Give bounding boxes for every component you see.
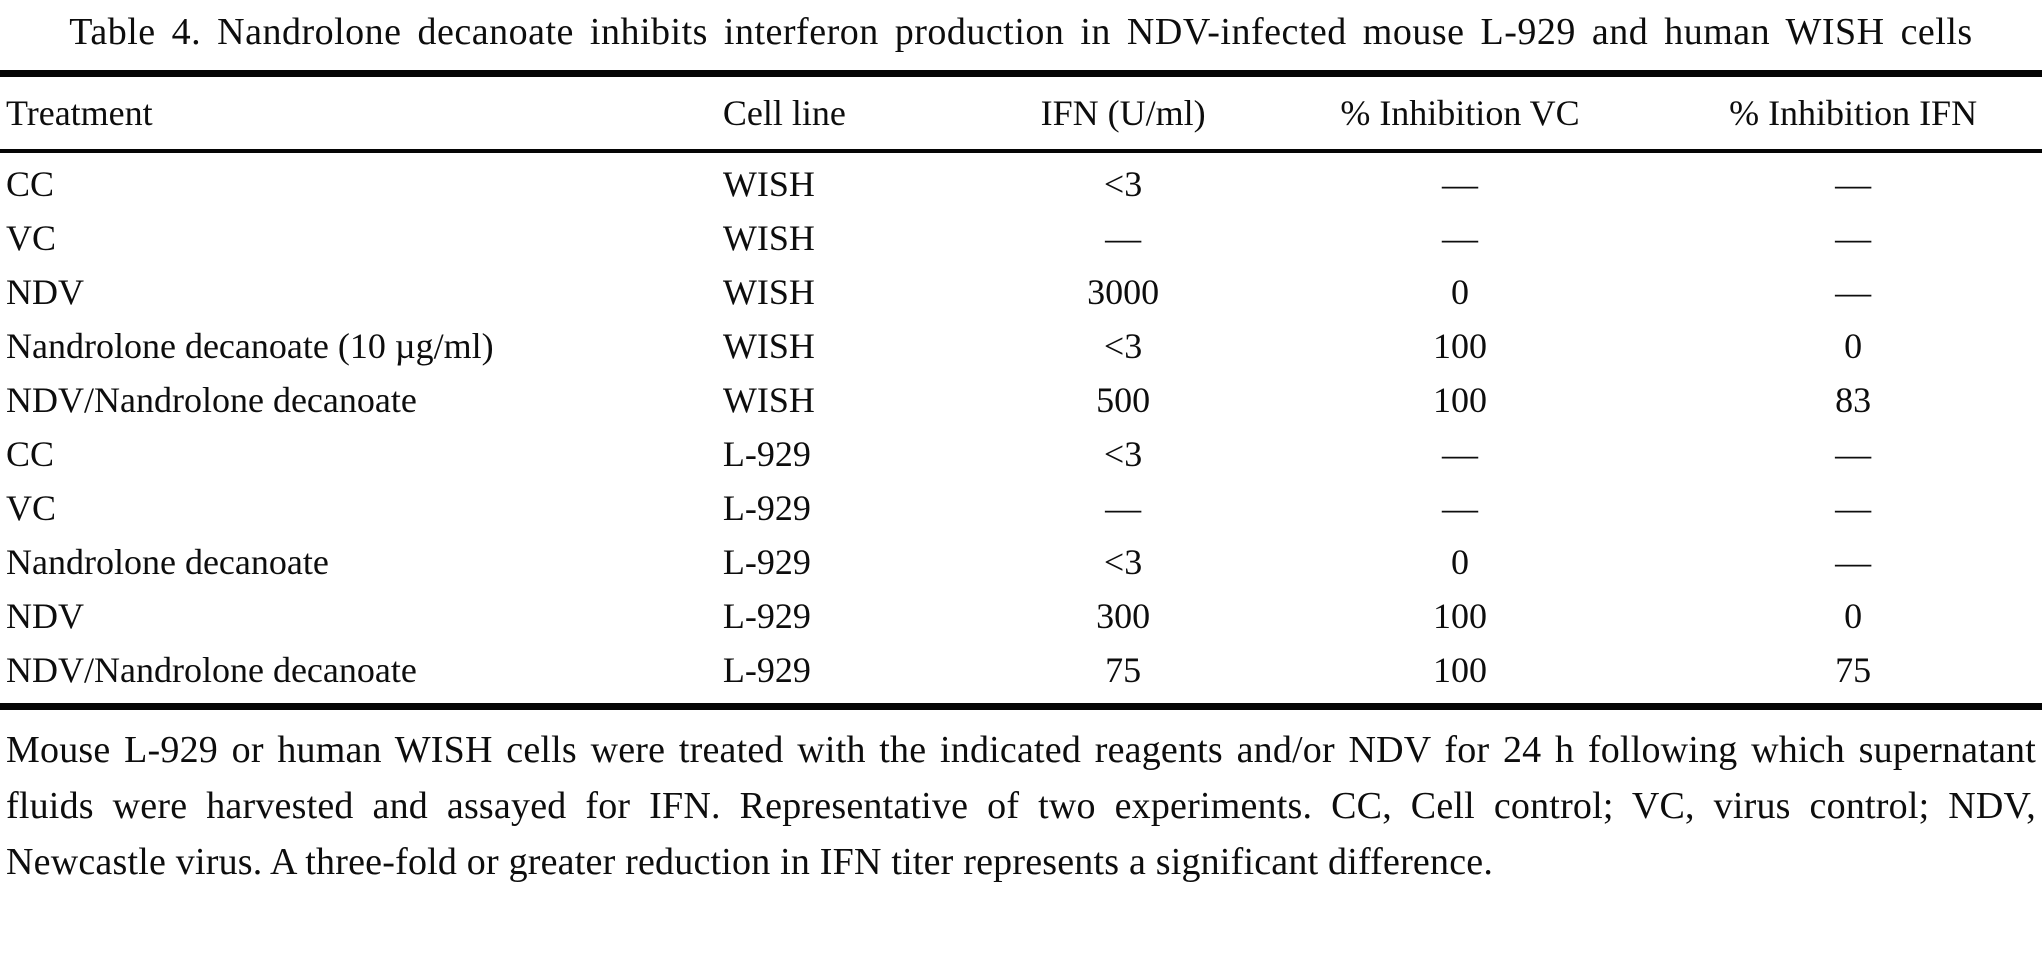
cell-cell-line: WISH: [722, 380, 815, 420]
table-row: NDV WISH 3000 0 —: [0, 265, 2042, 319]
header-rule: [0, 149, 2042, 153]
cell-inhibition-vc: —: [1442, 164, 1478, 204]
table-row: Nandrolone decanoate (10 µg/ml) WISH <3 …: [0, 319, 2042, 373]
cell-inhibition-vc: 0: [1451, 542, 1469, 582]
table-row: VC WISH — — —: [0, 211, 2042, 265]
column-header-ifn: IFN (U/ml): [1040, 93, 1206, 133]
table-row: CC WISH <3 — —: [0, 157, 2042, 211]
cell-treatment: NDV/Nandrolone decanoate: [6, 380, 417, 420]
cell-ifn: <3: [1103, 542, 1143, 582]
cell-inhibition-ifn: —: [1835, 434, 1872, 474]
cell-inhibition-ifn: —: [1835, 218, 1872, 258]
table-row: NDV/Nandrolone decanoate WISH 500 100 83: [0, 373, 2042, 427]
cell-cell-line: WISH: [722, 218, 815, 258]
table-row: Nandrolone decanoate L-929 <3 0 —: [0, 535, 2042, 589]
cell-cell-line: L-929: [722, 650, 811, 690]
table-row: VC L-929 — — —: [0, 481, 2042, 535]
cell-inhibition-ifn: —: [1835, 272, 1872, 312]
cell-inhibition-vc: —: [1442, 434, 1478, 474]
cell-ifn: 300: [1096, 596, 1151, 636]
cell-inhibition-ifn: 0: [1844, 326, 1863, 366]
cell-treatment: CC: [6, 164, 55, 204]
cell-inhibition-ifn: —: [1835, 542, 1872, 582]
table-row: NDV/Nandrolone decanoate L-929 75 100 75: [0, 643, 2042, 697]
cell-ifn: —: [1105, 218, 1142, 258]
cell-cell-line: L-929: [722, 434, 811, 474]
table-body: CC WISH <3 — — VC WISH — — — NDV WISH 30…: [0, 153, 2042, 697]
cell-inhibition-vc: —: [1442, 488, 1478, 528]
column-header-treatment: Treatment: [6, 93, 153, 133]
cell-treatment: NDV/Nandrolone decanoate: [6, 650, 417, 690]
table-footnote: Mouse L-929 or human WISH cells were tre…: [6, 729, 2036, 883]
cell-cell-line: L-929: [722, 542, 811, 582]
cell-inhibition-ifn: 83: [1835, 380, 1872, 420]
cell-ifn: 500: [1096, 380, 1151, 420]
cell-inhibition-vc: 100: [1433, 326, 1487, 366]
table-title: Table 4. Nandrolone decanoate inhibits i…: [69, 11, 1973, 53]
cell-treatment: VC: [6, 488, 57, 528]
cell-cell-line: WISH: [722, 272, 815, 312]
table-header-row: Treatment Cell line IFN (U/ml) % Inhibit…: [0, 77, 2042, 149]
column-header-inhibition-ifn: % Inhibition IFN: [1729, 93, 1978, 133]
cell-inhibition-ifn: —: [1835, 164, 1872, 204]
cell-cell-line: L-929: [722, 596, 811, 636]
table-row: NDV L-929 300 100 0: [0, 589, 2042, 643]
cell-ifn: <3: [1103, 434, 1143, 474]
cell-cell-line: WISH: [722, 326, 815, 366]
cell-ifn: 3000: [1087, 272, 1160, 312]
cell-inhibition-vc: 100: [1433, 650, 1487, 690]
cell-treatment: CC: [6, 434, 55, 474]
bottom-rule: [0, 703, 2042, 710]
cell-inhibition-vc: —: [1442, 218, 1478, 258]
cell-inhibition-vc: 100: [1433, 380, 1487, 420]
cell-cell-line: WISH: [722, 164, 815, 204]
table-row: CC L-929 <3 — —: [0, 427, 2042, 481]
cell-ifn: 75: [1105, 650, 1142, 690]
cell-treatment: NDV: [6, 596, 84, 636]
cell-inhibition-vc: 100: [1433, 596, 1487, 636]
top-rule: [0, 70, 2042, 77]
cell-treatment: Nandrolone decanoate: [6, 542, 329, 582]
cell-cell-line: L-929: [722, 488, 811, 528]
cell-treatment: VC: [6, 218, 57, 258]
cell-ifn: —: [1105, 488, 1142, 528]
cell-inhibition-vc: 0: [1451, 272, 1469, 312]
cell-ifn: <3: [1103, 164, 1143, 204]
cell-treatment: NDV: [6, 272, 84, 312]
cell-inhibition-ifn: 75: [1835, 650, 1872, 690]
column-header-inhibition-vc: % Inhibition VC: [1340, 93, 1580, 133]
cell-treatment: Nandrolone decanoate (10 µg/ml): [6, 326, 494, 366]
cell-inhibition-ifn: —: [1835, 488, 1872, 528]
cell-ifn: <3: [1103, 326, 1143, 366]
cell-inhibition-ifn: 0: [1844, 596, 1863, 636]
column-header-cell-line: Cell line: [722, 93, 846, 133]
